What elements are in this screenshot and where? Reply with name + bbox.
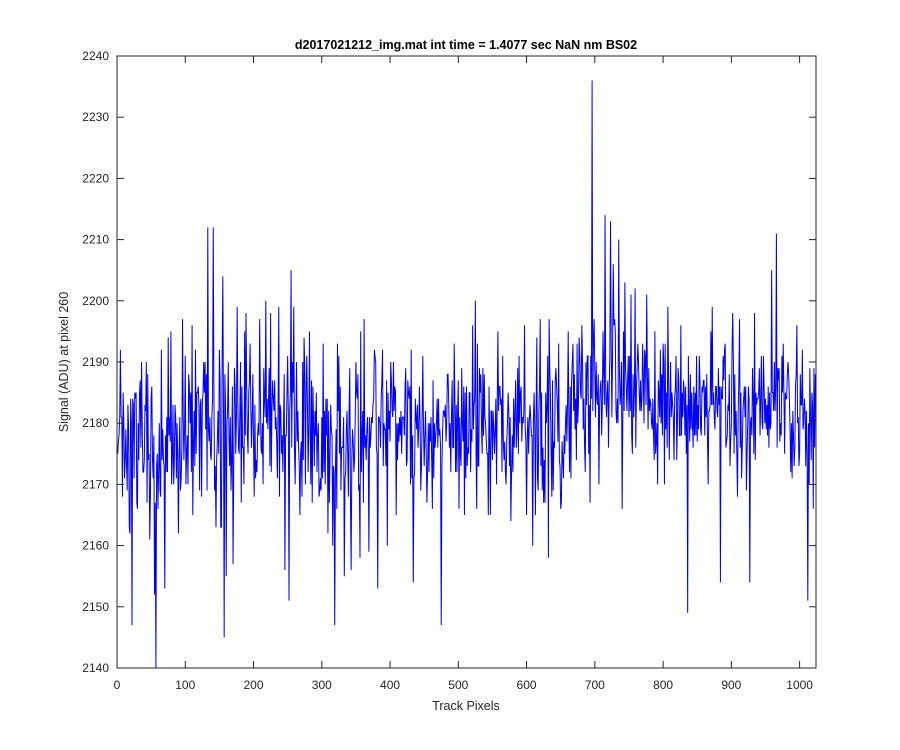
x-tick-label: 800 (653, 678, 673, 692)
y-tick-label: 2150 (82, 600, 109, 614)
y-tick-label: 2210 (82, 233, 109, 247)
x-tick-label: 400 (380, 678, 400, 692)
chart-title: d2017021212_img.mat int time = 1.4077 se… (295, 38, 637, 52)
y-tick-label: 2190 (82, 355, 109, 369)
y-axis-ticks: 2140 2150 2160 2170 2180 2190 2200 2210 2220 2230… (82, 49, 816, 675)
y-tick-label: 2180 (82, 416, 109, 430)
y-tick-label: 2240 (82, 49, 109, 63)
x-tick-label: 0 (114, 678, 121, 692)
x-tick-label: 1000 (786, 678, 813, 692)
x-axis-ticks: 0 100 200 300 400 500 600 700 800 900 1000 (114, 56, 813, 692)
x-tick-label: 300 (312, 678, 332, 692)
x-axis-label: Track Pixels (432, 699, 500, 713)
y-tick-label: 2170 (82, 477, 109, 491)
x-tick-label: 200 (244, 678, 264, 692)
x-tick-label: 900 (721, 678, 741, 692)
y-axis-label: Signal (ADU) at pixel 260 (57, 292, 71, 432)
y-tick-label: 2140 (82, 661, 109, 675)
x-tick-label: 700 (585, 678, 605, 692)
x-tick-label: 600 (517, 678, 537, 692)
y-tick-label: 2220 (82, 171, 109, 185)
x-tick-label: 500 (448, 678, 468, 692)
y-tick-label: 2200 (82, 294, 109, 308)
y-tick-label: 2230 (82, 110, 109, 124)
series-line (117, 80, 817, 669)
x-tick-label: 100 (175, 678, 195, 692)
y-tick-label: 2160 (82, 539, 109, 553)
